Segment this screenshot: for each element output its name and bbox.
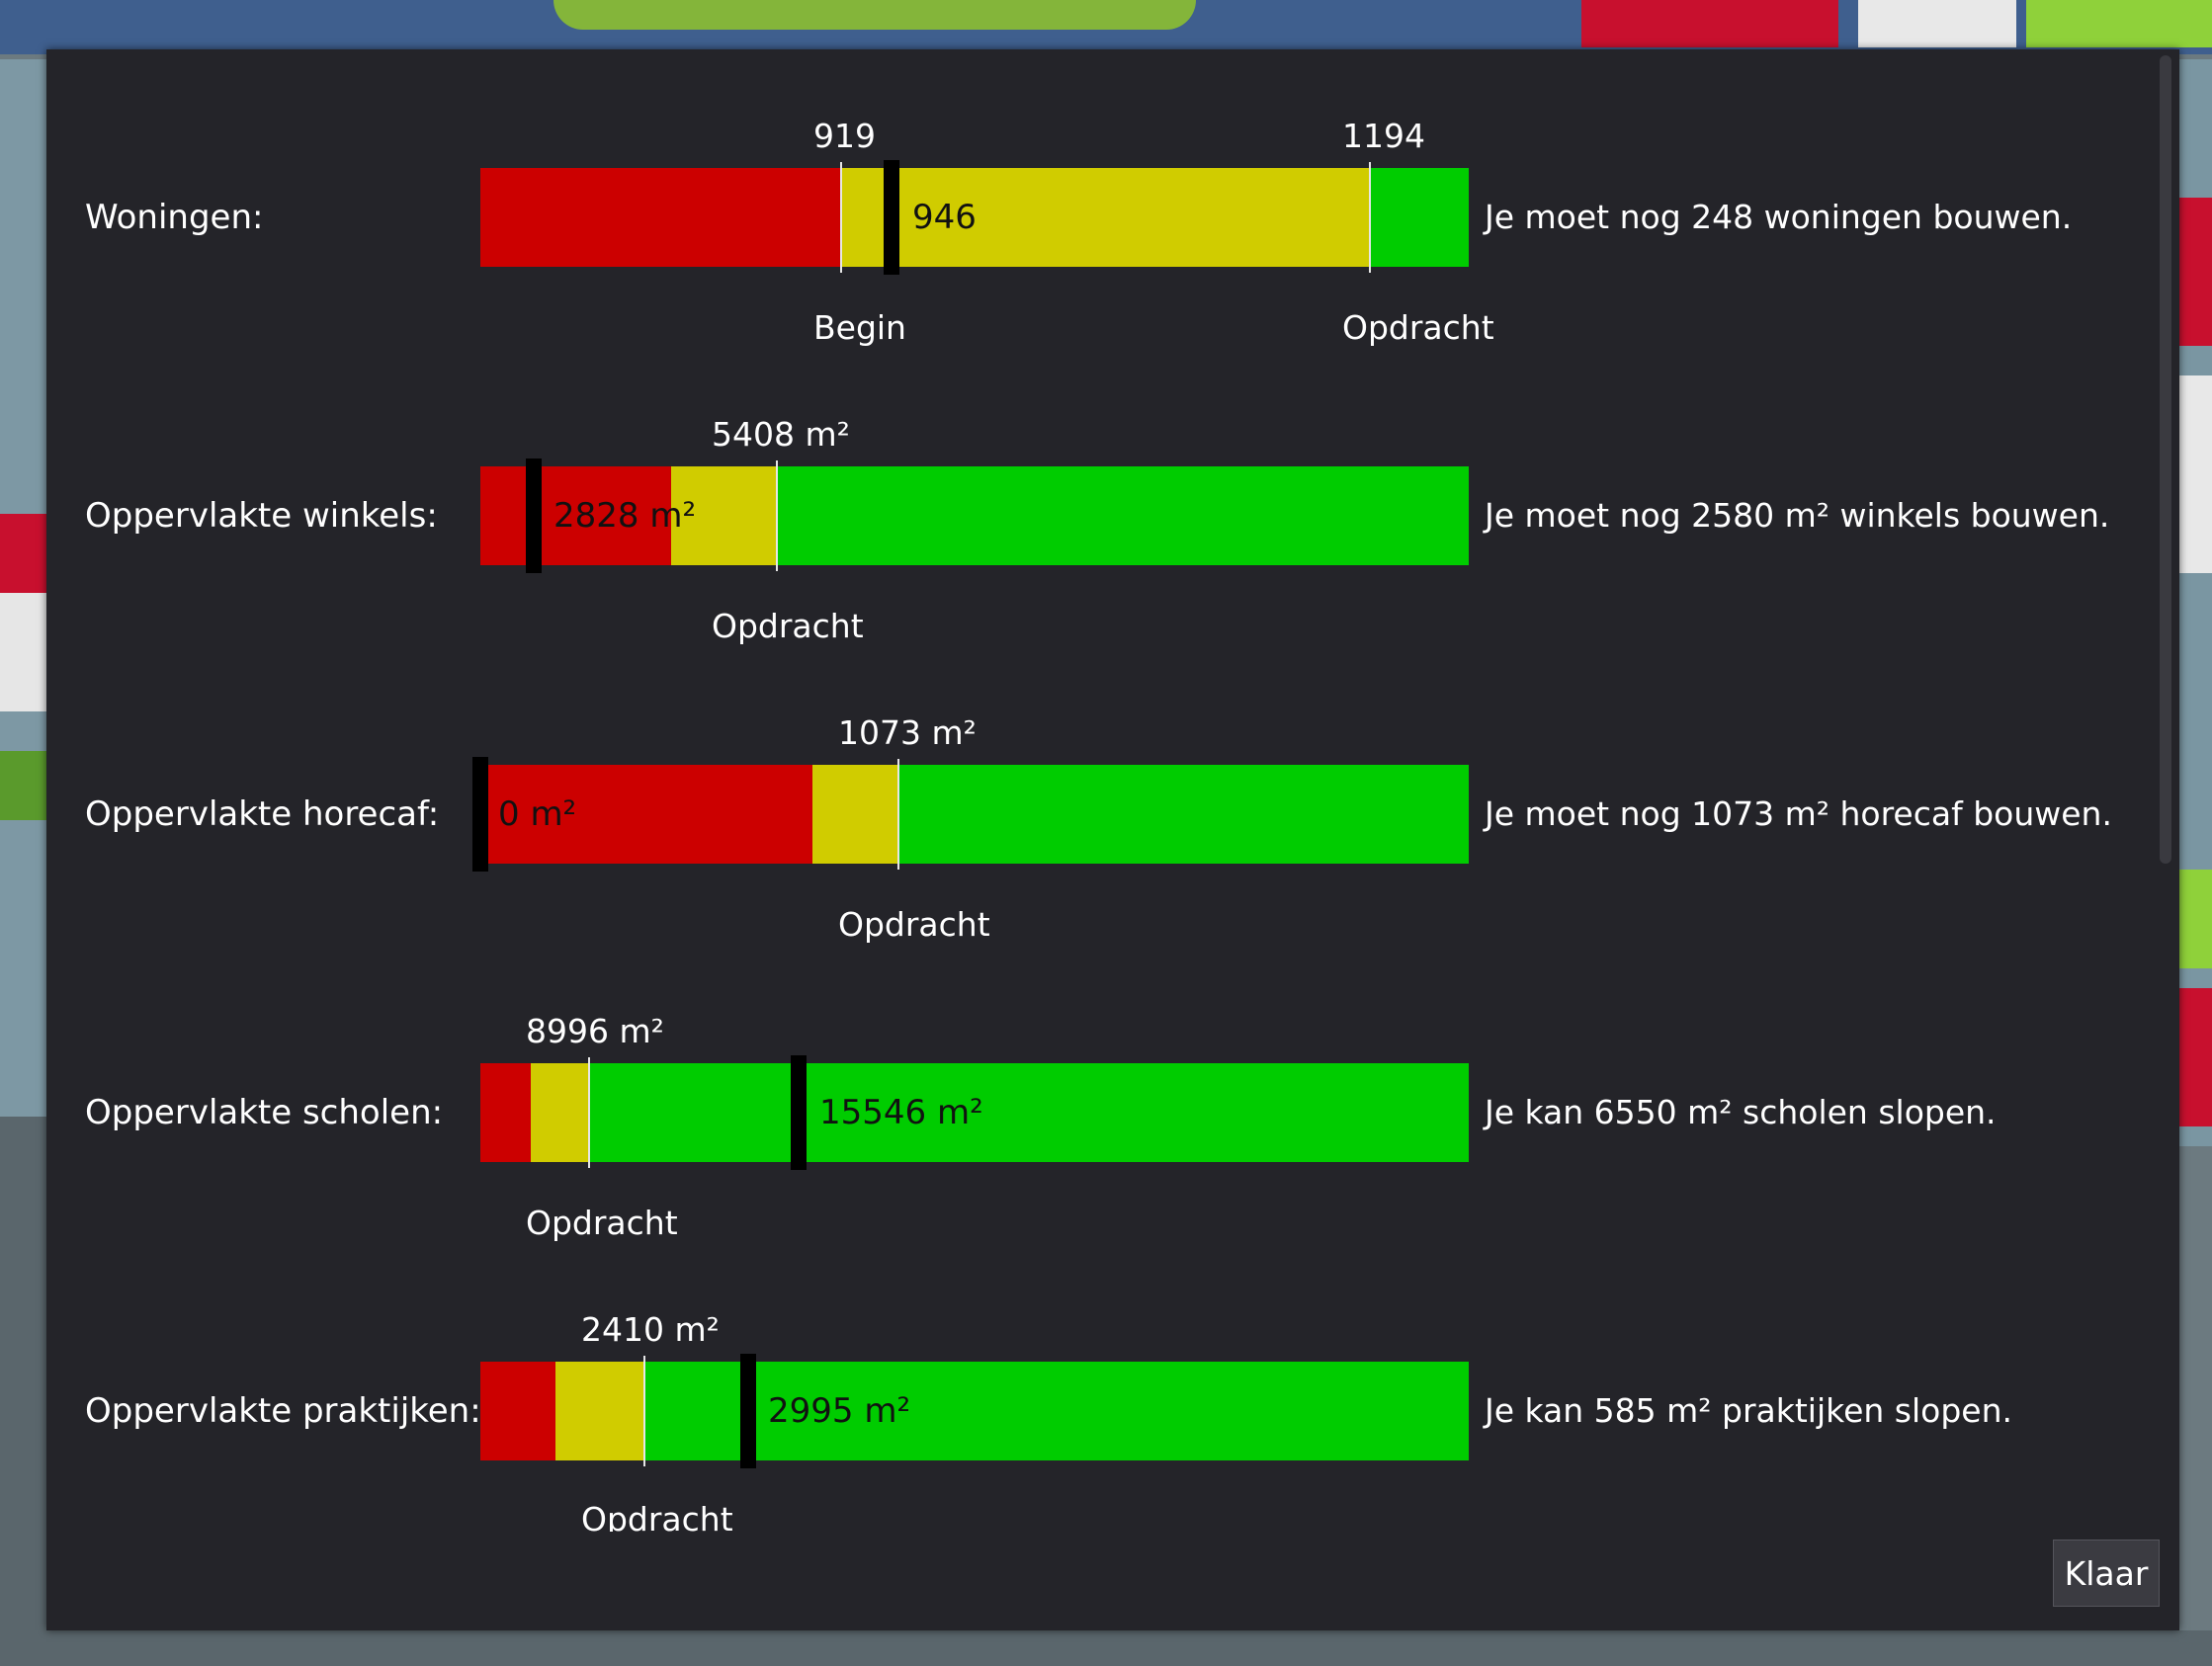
yellow-segment [812, 765, 899, 864]
progress-bar: 15546 m² [480, 1055, 1469, 1170]
row-message: Je moet nog 248 woningen bouwen. [1485, 198, 2073, 236]
target-label: Opdracht [838, 905, 990, 944]
scrollbar-thumb[interactable] [2160, 55, 2171, 864]
row-message: Je moet nog 1073 m² horecaf bouwen. [1485, 794, 2112, 833]
target-label: Opdracht [1342, 308, 1494, 347]
row-message: Je kan 585 m² praktijken slopen. [1485, 1391, 2012, 1430]
current-value: 15546 m² [819, 1093, 983, 1132]
row-label: Oppervlakte winkels: [85, 496, 438, 536]
row-label: Oppervlakte scholen: [85, 1093, 444, 1132]
red-segment [480, 466, 671, 565]
current-value: 0 m² [498, 794, 577, 834]
yellow-segment [841, 168, 1371, 267]
row-praktijken: Oppervlakte praktijken: 2410 m² 2995 m² … [46, 1243, 2152, 1532]
target-tick [588, 1057, 590, 1168]
klaar-button[interactable]: Klaar [2053, 1540, 2160, 1607]
current-marker [526, 458, 542, 573]
yellow-segment [555, 1362, 645, 1460]
target-value: 2410 m² [581, 1310, 720, 1349]
green-segment [899, 765, 1469, 864]
row-message: Je kan 6550 m² scholen slopen. [1485, 1093, 1997, 1131]
yellow-segment [531, 1063, 590, 1162]
row-message: Je moet nog 2580 m² winkels bouwen. [1485, 496, 2110, 535]
target-label: Opdracht [712, 607, 864, 645]
current-value: 2828 m² [553, 496, 697, 536]
green-segment [645, 1362, 1469, 1460]
target-dialog: Woningen: 919 1194 946 Begin Opdracht Je… [46, 49, 2179, 1630]
target-tick [1369, 162, 1371, 273]
target-value: 5408 m² [712, 415, 850, 454]
target-value: 8996 m² [526, 1012, 664, 1050]
red-segment [480, 765, 812, 864]
current-marker [884, 160, 899, 275]
yellow-segment [671, 466, 778, 565]
current-value: 946 [912, 198, 977, 237]
row-horecaf: Oppervlakte horecaf: 1073 m² 0 m² Opdrac… [46, 646, 2152, 945]
row-label: Oppervlakte horecaf: [85, 794, 440, 834]
dialog-content: Woningen: 919 1194 946 Begin Opdracht Je… [46, 49, 2152, 1532]
green-segment [778, 466, 1469, 565]
current-marker [791, 1055, 807, 1170]
red-segment [480, 168, 841, 267]
target-label: Opdracht [526, 1204, 678, 1242]
begin-label: Begin [813, 308, 906, 347]
target-value: 1073 m² [838, 713, 977, 752]
target-value: 1194 [1342, 117, 1425, 155]
current-value: 2995 m² [768, 1391, 911, 1431]
row-label: Woningen: [85, 198, 264, 237]
current-marker [740, 1354, 756, 1468]
begin-tick [840, 162, 842, 273]
green-segment [590, 1063, 1469, 1162]
target-label: Opdracht [581, 1500, 733, 1532]
current-marker [472, 757, 488, 872]
row-label: Oppervlakte praktijken: [85, 1391, 481, 1431]
target-tick [643, 1356, 645, 1466]
progress-bar: 2828 m² [480, 458, 1469, 573]
row-woningen: Woningen: 919 1194 946 Begin Opdracht Je… [46, 49, 2152, 348]
target-tick [897, 759, 899, 870]
row-scholen: Oppervlakte scholen: 8996 m² 15546 m² Op… [46, 945, 2152, 1243]
target-tick [776, 460, 778, 571]
progress-bar: 946 [480, 160, 1469, 275]
red-segment [480, 1063, 531, 1162]
green-segment [1371, 168, 1469, 267]
progress-bar: 2995 m² [480, 1354, 1469, 1468]
red-segment [480, 1362, 555, 1460]
row-winkels: Oppervlakte winkels: 5408 m² 2828 m² Opd… [46, 348, 2152, 646]
begin-value: 919 [813, 117, 876, 155]
progress-bar: 0 m² [472, 757, 1469, 872]
